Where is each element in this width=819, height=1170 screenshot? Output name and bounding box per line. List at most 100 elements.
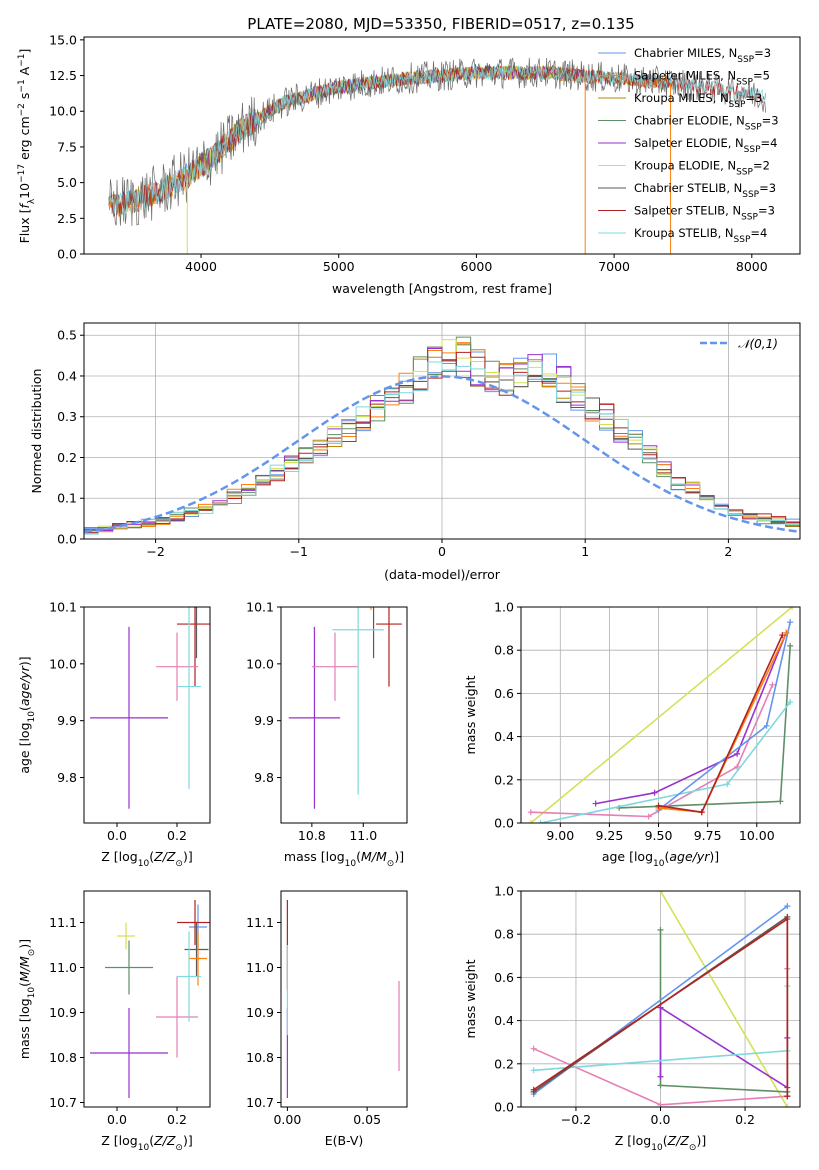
y-tick-label: 2.5: [57, 211, 77, 226]
y-axis-label: Flux [fλ10−17 erg cm−2 s−1 A−1]: [17, 49, 37, 244]
y-tick-label: 10.0: [246, 656, 274, 671]
mass-weight-vs-metallicity-panel: −0.2 0.0 0.2 0.0 0.2 0.4 0.6 0.8 1.0 Z [log10(Z/Z…: [463, 884, 801, 1153]
plot-area: [84, 336, 800, 539]
series-line-ke: [659, 891, 788, 1107]
x-axis-label: E(B-V): [325, 1133, 364, 1148]
x-tick-label: 9.50: [645, 828, 673, 843]
x-axis-label: Z [log10(Z/Z⊙)]: [615, 1133, 706, 1153]
x-tick-label: −0.2: [561, 1112, 591, 1127]
x-tick-label: 6000: [461, 259, 493, 274]
data-point-marker: [734, 763, 741, 770]
legend-label: Chabrier MILES, NSSP=3: [634, 46, 771, 65]
legend-label: Salpeter MILES, NSSP=5: [634, 69, 770, 88]
axes-frame: [83, 606, 211, 824]
plot-area: [527, 607, 796, 823]
x-tick-label: 10.8: [298, 828, 326, 843]
data-point-marker: [657, 1082, 664, 1089]
data-point-marker: [783, 629, 790, 636]
data-point-marker: [657, 1004, 664, 1011]
y-tick-label: 10.1: [246, 600, 274, 615]
y-tick-label: 0.2: [494, 1056, 514, 1071]
data-point-marker: [530, 1045, 537, 1052]
y-axis-label: mass weight: [463, 675, 478, 754]
y-tick-label: 15.0: [49, 32, 77, 47]
data-point-marker: [787, 642, 794, 649]
y-tick-label: 10.0: [49, 656, 77, 671]
y-tick-label: 9.8: [254, 770, 274, 785]
data-point-marker: [530, 1086, 537, 1093]
y-tick-label: 0.6: [494, 970, 514, 985]
normal-reference-curve: [84, 375, 800, 534]
legend-label: 𝒩(0,1): [738, 337, 778, 351]
y-tick-label: 0.4: [494, 1013, 514, 1028]
x-tick-label: 8000: [736, 259, 768, 274]
data-point-marker: [789, 607, 796, 610]
data-point-marker: [763, 722, 770, 729]
y-tick-label: 0.5: [57, 328, 77, 343]
series-line-ks: [108, 64, 766, 215]
y-tick-label: 10.1: [49, 600, 77, 615]
data-point-marker: [657, 1073, 664, 1080]
x-tick-label: 11.0: [349, 828, 377, 843]
y-tick-label: 1.0: [494, 884, 514, 899]
x-tick-label: 4000: [185, 259, 217, 274]
data-point-marker: [787, 699, 794, 706]
y-tick-label: 0.8: [494, 927, 514, 942]
data-point-marker: [651, 789, 658, 796]
plot-area: [108, 57, 766, 254]
y-tick-label: 10.7: [49, 1095, 77, 1110]
y-axis-label: age [log10(age/yr)]: [17, 656, 37, 773]
x-tick-label: 0.05: [353, 1112, 381, 1127]
x-axis-label: (data-model)/error: [384, 567, 501, 582]
y-tick-label: 10.9: [246, 1005, 274, 1020]
x-tick-label: 0.2: [167, 828, 187, 843]
x-tick-label: 0.0: [107, 828, 127, 843]
x-axis-label: Z [log10(Z/Z⊙)]: [101, 849, 192, 869]
x-axis-label: wavelength [Angstrom, rest frame]: [332, 281, 552, 296]
y-tick-label: 10.8: [246, 1050, 274, 1065]
data-point-marker: [779, 632, 786, 639]
plot-area: [90, 900, 210, 1098]
y-tick-label: 11.0: [246, 960, 274, 975]
legend-label: Kroupa ELODIE, NSSP=2: [634, 159, 770, 178]
x-tick-label: 9.75: [694, 828, 722, 843]
series-line-se: [595, 632, 787, 805]
data-point-marker: [784, 1093, 791, 1100]
data-point-marker: [784, 903, 791, 910]
x-tick-label: 0.00: [273, 1112, 301, 1127]
y-tick-label: 0.6: [494, 686, 514, 701]
y-tick-label: 9.9: [254, 713, 274, 728]
y-tick-label: 0.3: [57, 409, 77, 424]
data-point-marker: [657, 926, 664, 933]
x-tick-label: 0.0: [107, 1112, 127, 1127]
y-tick-label: 0.4: [494, 729, 514, 744]
legend-label: Salpeter ELODIE, NSSP=4: [634, 136, 777, 155]
series-line-ke: [530, 607, 793, 823]
y-tick-label: 0.1: [57, 491, 77, 506]
data-point-marker: [530, 1067, 537, 1074]
y-tick-label: 10.8: [49, 1050, 77, 1065]
data-point-marker: [784, 916, 791, 923]
plot-area: [286, 900, 400, 1098]
y-tick-label: 10.7: [246, 1095, 274, 1110]
legend-label: Salpeter STELIB, NSSP=3: [634, 204, 775, 223]
plot-area: [90, 607, 210, 809]
y-tick-label: 0.0: [494, 1100, 514, 1115]
y-axis-label: Normed distribution: [29, 369, 44, 494]
spectrum-panel: 4000 5000 6000 7000 8000 0.0 2.5 5.0 7.5 10.0 12.5…: [17, 32, 801, 296]
y-tick-label: 11.1: [246, 915, 274, 930]
plot-area: [530, 891, 791, 1107]
x-tick-label: 10.00: [739, 828, 775, 843]
x-tick-label: 1: [581, 544, 589, 559]
y-tick-label: 0.4: [57, 368, 77, 383]
data-point-marker: [787, 619, 794, 626]
x-tick-label: 9.25: [595, 828, 623, 843]
y-tick-label: 11.0: [49, 960, 77, 975]
age-vs-metallicity-panel: 0.0 0.2 9.8 9.9 10.0 10.1 Z [log10(Z/Z⊙)] age […: [17, 600, 211, 869]
data-point-marker: [777, 798, 784, 805]
data-point-marker: [537, 820, 544, 823]
x-tick-label: 0.0: [651, 1112, 671, 1127]
data-point-marker: [645, 813, 652, 820]
axes-frame: [83, 36, 801, 255]
